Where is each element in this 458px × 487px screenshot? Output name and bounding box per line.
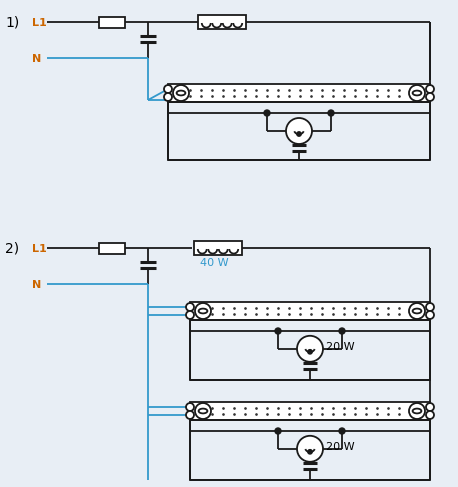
Circle shape — [409, 403, 425, 419]
Circle shape — [409, 303, 425, 319]
Text: 20 W: 20 W — [326, 342, 354, 352]
Circle shape — [297, 336, 323, 362]
Circle shape — [186, 311, 194, 319]
Bar — [190, 420, 430, 480]
Text: 1): 1) — [5, 16, 19, 30]
Circle shape — [195, 303, 211, 319]
Circle shape — [286, 118, 312, 144]
Bar — [190, 302, 430, 320]
Circle shape — [339, 428, 345, 434]
Bar — [99, 17, 125, 27]
Circle shape — [173, 85, 189, 101]
Circle shape — [186, 303, 194, 311]
Circle shape — [164, 85, 172, 93]
Circle shape — [186, 403, 194, 411]
Circle shape — [426, 303, 434, 311]
Circle shape — [275, 328, 281, 334]
Circle shape — [264, 110, 270, 116]
Bar — [99, 243, 125, 254]
Bar — [194, 241, 242, 255]
Circle shape — [339, 328, 345, 334]
Circle shape — [308, 450, 312, 454]
Circle shape — [426, 403, 434, 411]
Text: N: N — [32, 54, 41, 64]
Text: 20 W: 20 W — [326, 442, 354, 452]
Circle shape — [297, 132, 301, 136]
Circle shape — [409, 85, 425, 101]
Circle shape — [164, 93, 172, 101]
Circle shape — [426, 311, 434, 319]
Circle shape — [426, 85, 434, 93]
Text: 2): 2) — [5, 242, 19, 256]
Bar — [168, 84, 430, 102]
Bar — [168, 102, 430, 160]
Text: L1: L1 — [32, 18, 47, 28]
Text: N: N — [32, 280, 41, 290]
Circle shape — [186, 411, 194, 419]
Circle shape — [195, 403, 211, 419]
Bar — [190, 402, 430, 420]
Bar — [198, 15, 246, 29]
Circle shape — [308, 350, 312, 354]
Circle shape — [426, 411, 434, 419]
Text: L1: L1 — [32, 244, 47, 254]
Circle shape — [426, 93, 434, 101]
Circle shape — [297, 436, 323, 462]
Circle shape — [275, 428, 281, 434]
Text: 40 W: 40 W — [200, 258, 229, 268]
Circle shape — [328, 110, 334, 116]
Bar — [190, 320, 430, 380]
